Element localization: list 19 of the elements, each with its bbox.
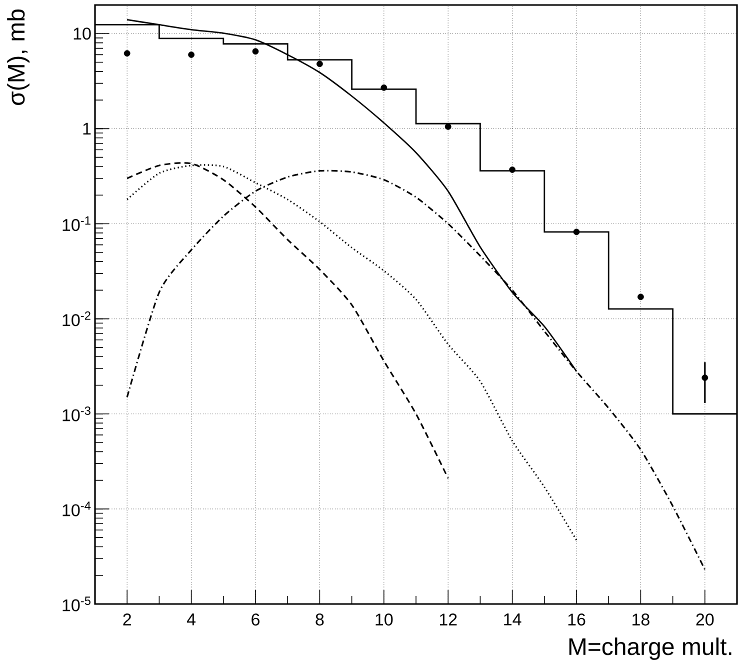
y-tick-label: 10$^{-5}$ [62, 596, 90, 612]
y-tick-label: 10$^{-2}$ [62, 311, 90, 326]
y-tick-label: 10 [74, 28, 91, 40]
y-tick-label: 10$^{-4}$ [62, 502, 91, 516]
y-tick-label: 1 [83, 122, 91, 135]
x-tick-label: 18 [632, 614, 650, 626]
y-tick-label: 10$^{-3}$ [62, 406, 90, 422]
x-tick-label: 2 [123, 614, 131, 626]
y-axis-title: σ(M), mb [7, 10, 30, 105]
x-tick-label: 8 [316, 614, 324, 626]
x-tick-label: 20 [696, 614, 714, 626]
x-tick-label: 16 [568, 614, 586, 626]
y-tick-label: 10$^{-1}$ [62, 216, 90, 232]
x-tick-label: 4 [186, 614, 196, 626]
x-tick-label: 12 [440, 614, 457, 626]
x-tick-label: 6 [252, 614, 260, 626]
x-tick-label: 14 [504, 614, 522, 626]
x-axis-title: M=charge mult. [569, 638, 732, 660]
x-tick-label: 10 [376, 614, 393, 626]
